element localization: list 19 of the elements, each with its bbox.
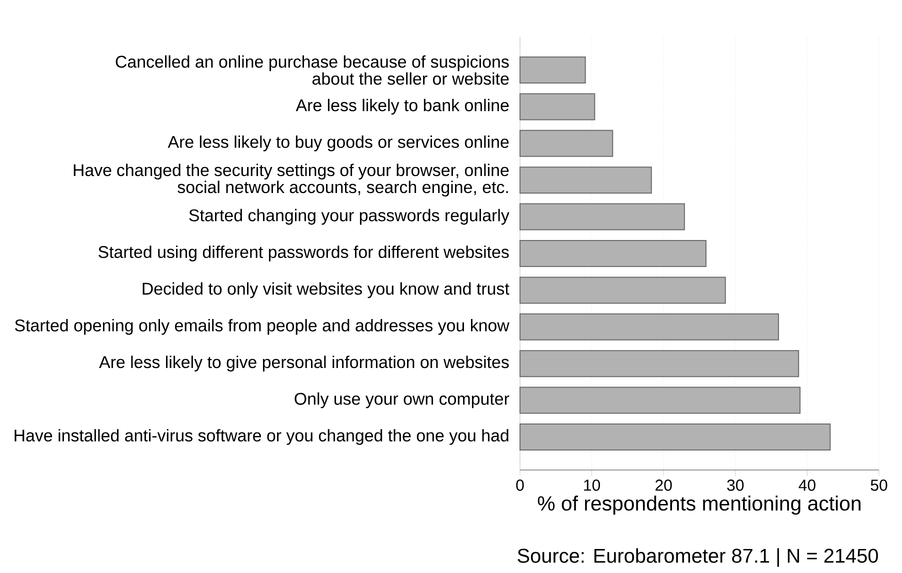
y-tick-label: Decided to only visit websites you know and trust	[142, 282, 510, 298]
x-tick-label: 50	[870, 480, 888, 491]
x-tick-label: 40	[798, 480, 816, 491]
y-tick-label: Started using different passwords for different websites	[98, 246, 509, 262]
x-tick-label: 20	[656, 480, 672, 491]
y-tick-label: Have installed anti-virus software or you changed the one you had	[14, 429, 508, 445]
y-tick-label: Are less likely to buy goods or services online	[168, 136, 509, 152]
y-tick-label: Cancelled an online purchase because of suspicions about the seller or website	[116, 55, 509, 85]
x-tick-label: 0	[516, 480, 524, 491]
x-axis-title: % of respondents mentioning action	[538, 496, 860, 515]
y-tick-label: Are less likely to bank online	[296, 98, 509, 115]
x-tick-label: 10	[584, 480, 600, 491]
y-tick-label: Started changing your passwords regularly	[189, 208, 510, 225]
y-tick-label: Started opening only emails from people and addresses you know	[15, 319, 510, 335]
x-tick-label: 30	[727, 480, 744, 491]
source-note: Source: Eurobarometer 87.1 | N = 21450	[518, 548, 878, 567]
y-tick-label: Only use your own computer	[294, 392, 510, 408]
y-tick-label: Have changed the security settings of your browser, online social network accounts, search engine, etc.	[74, 164, 509, 197]
y-tick-label: Are less likely to give personal information on websites	[99, 356, 509, 372]
